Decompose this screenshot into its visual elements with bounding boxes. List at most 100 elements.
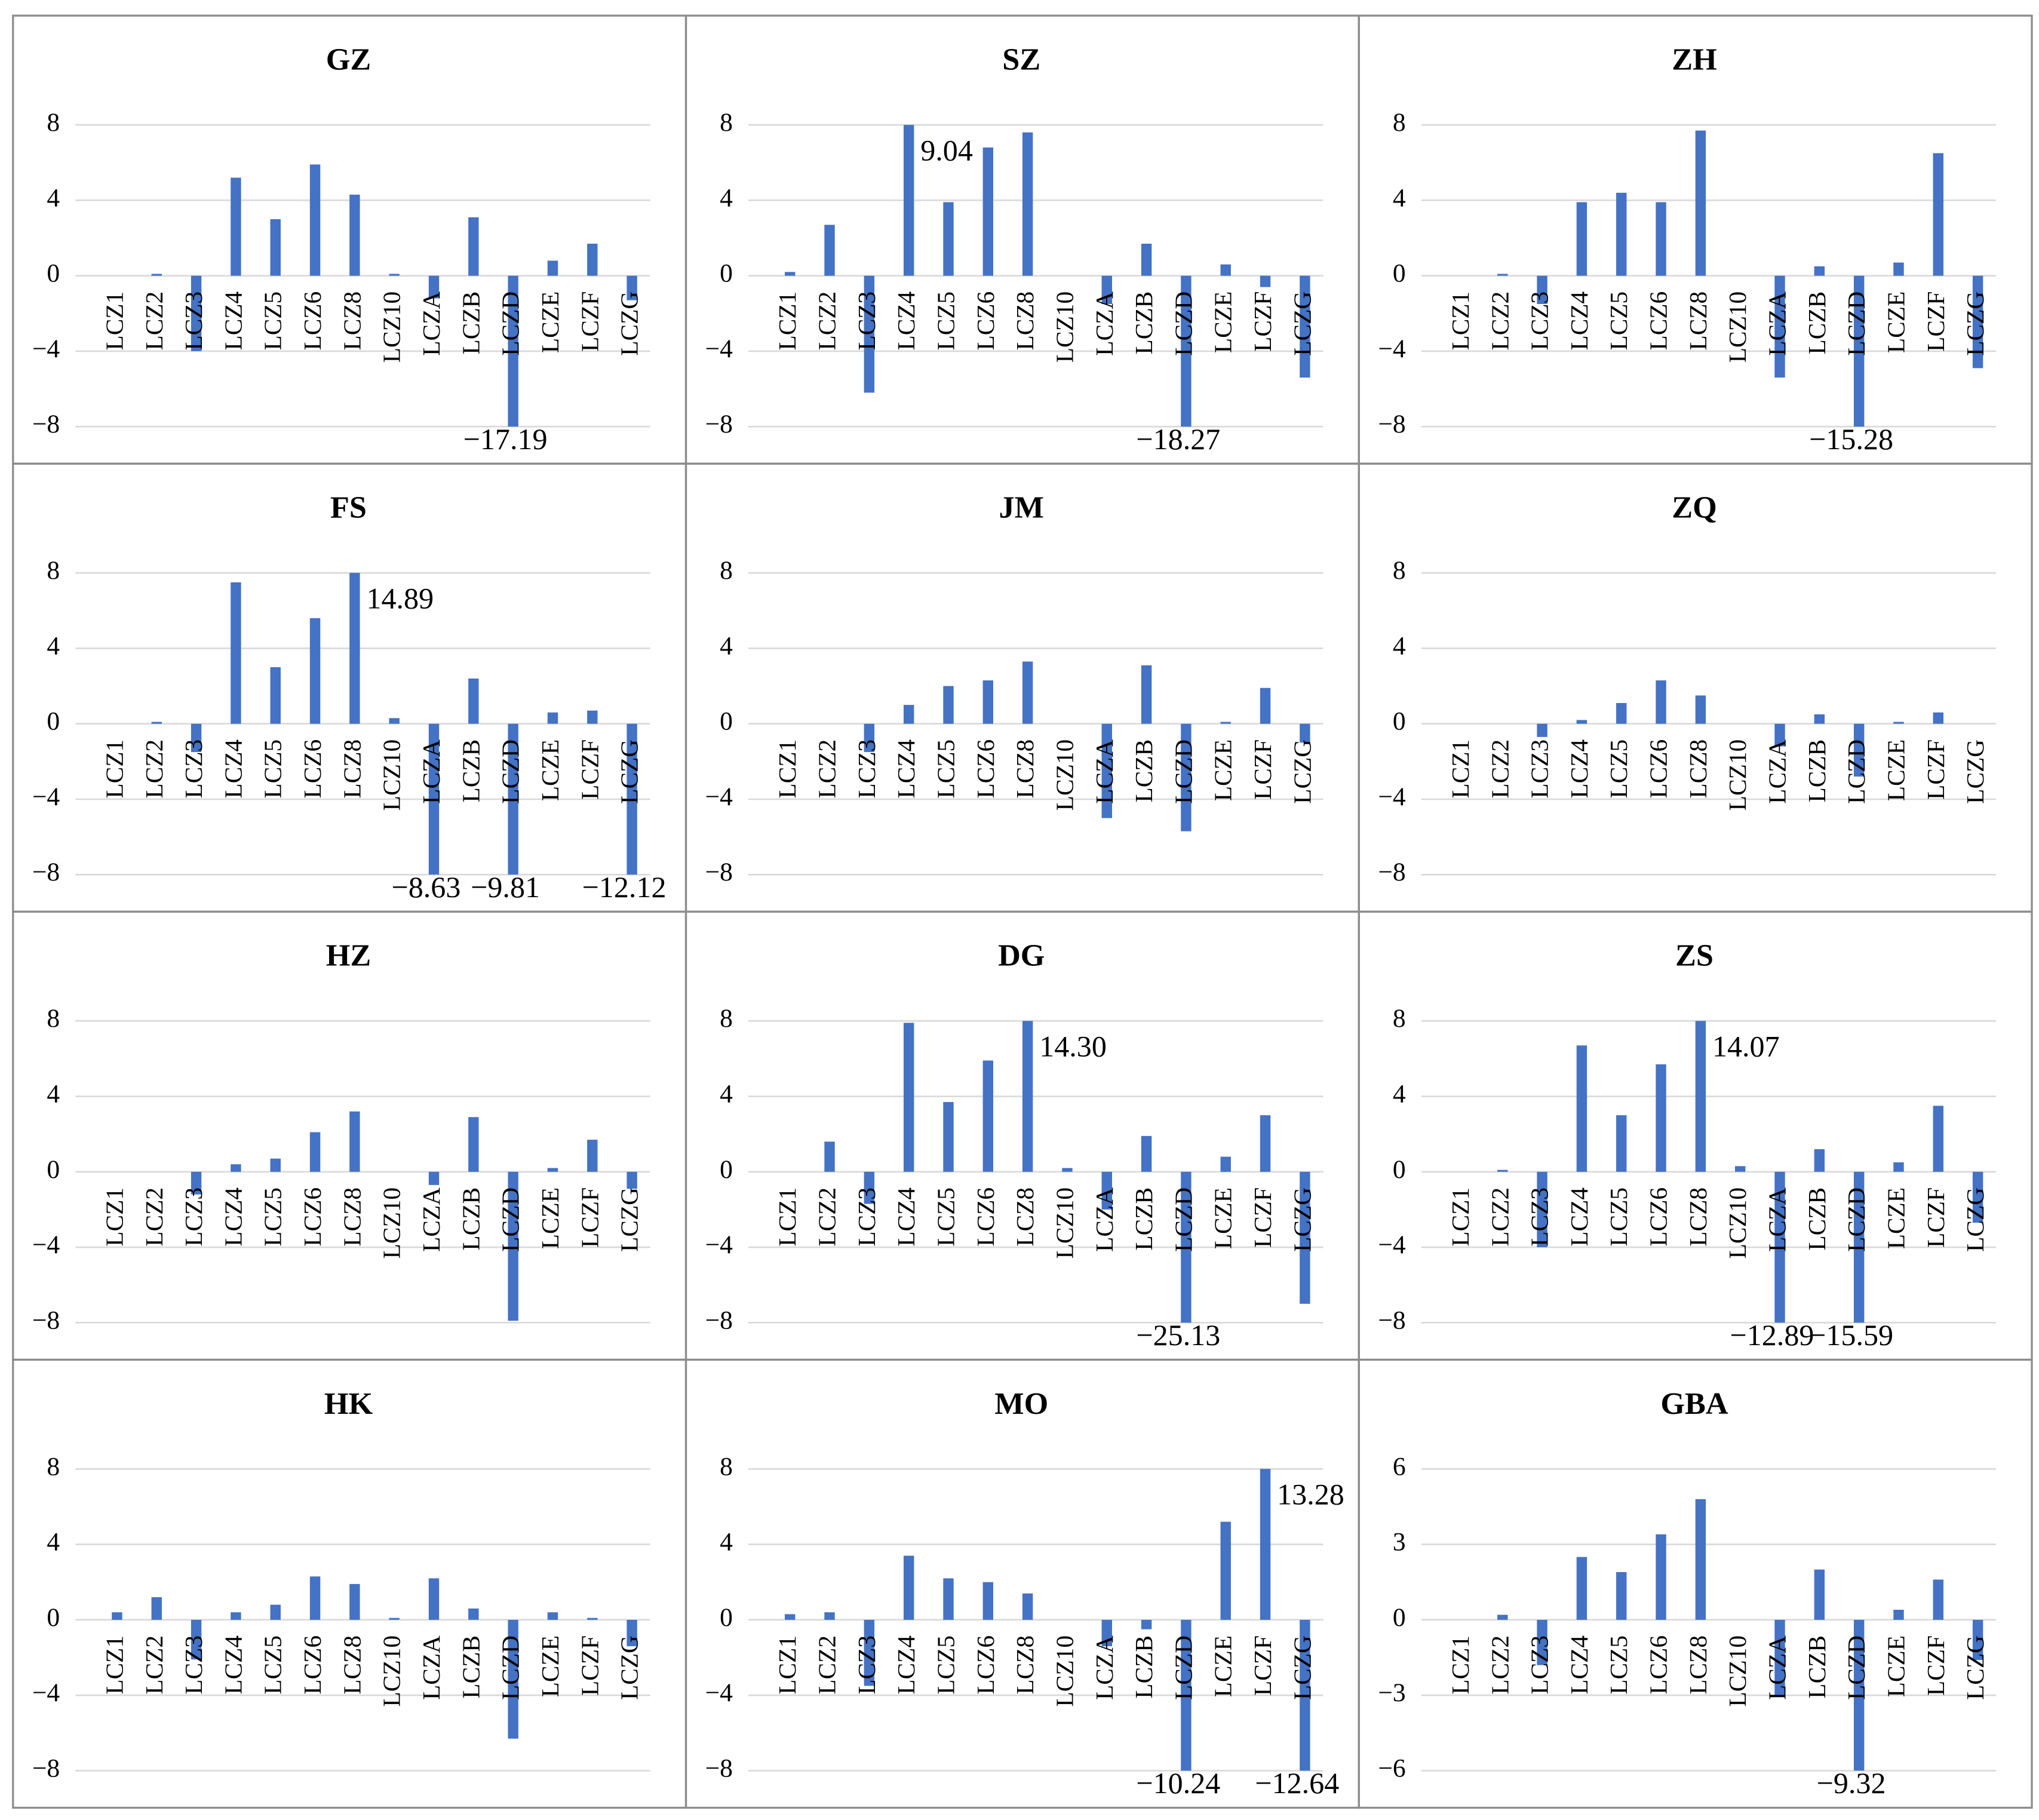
y-tick-label: −3 (1378, 1678, 1405, 1707)
y-tick-label: 0 (47, 1603, 60, 1632)
y-tick-label: 4 (720, 183, 733, 212)
bar (587, 710, 598, 724)
panel-border (1358, 1358, 2033, 1809)
value-label: 14.89 (366, 582, 434, 615)
x-tick-label: LCZ5 (259, 1187, 287, 1247)
x-tick-label: LCZ1 (773, 291, 801, 351)
x-tick-label: LCZ5 (259, 739, 287, 799)
bar (943, 1578, 954, 1620)
bar (1220, 1521, 1231, 1620)
x-tick-label: LCZ6 (972, 1187, 999, 1247)
x-tick-label: LCZ2 (813, 1187, 841, 1247)
bar (1616, 1572, 1627, 1620)
x-tick-label: LCZ3 (180, 1635, 207, 1695)
x-tick-label: LCZ3 (1526, 739, 1553, 799)
x-tick-label: LCZ1 (100, 291, 128, 351)
bar (1814, 1149, 1825, 1172)
y-tick-label: −8 (705, 1754, 733, 1782)
x-tick-label: LCZF (1249, 1187, 1276, 1248)
x-tick-label: LCZ1 (773, 739, 801, 799)
y-tick-label: 4 (1393, 631, 1406, 660)
y-tick-label: −8 (32, 410, 60, 438)
x-tick-label: LCZA (1764, 739, 1791, 804)
y-tick-label: −8 (1378, 410, 1405, 438)
y-tick-label: −4 (705, 334, 733, 363)
y-tick-label: −6 (1378, 1754, 1405, 1782)
x-tick-label: LCZ4 (892, 291, 920, 350)
x-tick-label: LCZ4 (1565, 739, 1593, 799)
bar (1181, 1171, 1192, 1323)
value-label: −12.12 (582, 870, 667, 904)
x-tick-label: LCZF (1922, 1187, 1949, 1248)
y-tick-label: 4 (47, 1079, 60, 1108)
bar (943, 1101, 954, 1172)
bar (309, 1132, 321, 1172)
x-tick-label: LCZB (457, 739, 484, 803)
bar (943, 686, 954, 724)
y-tick-label: 4 (1393, 183, 1406, 212)
bar (1616, 192, 1627, 276)
bar (1220, 1156, 1231, 1172)
plot-area (824, 1021, 1310, 1323)
x-tick-label: LCZD (497, 1635, 524, 1700)
x-tick-label: LCZF (576, 739, 603, 800)
x-tick-label: LCZ8 (338, 1187, 366, 1247)
bar (1181, 275, 1192, 427)
bar (151, 1597, 162, 1620)
plot-area (1497, 1499, 1983, 1771)
value-label: −18.27 (1136, 422, 1220, 456)
plot-area (151, 573, 637, 875)
y-tick-label: 0 (720, 1155, 733, 1184)
x-tick-label: LCZ2 (1486, 291, 1513, 351)
bar (508, 1171, 518, 1321)
chart-title: ZH (1672, 42, 1717, 77)
x-tick-label: LCZ1 (100, 1187, 128, 1247)
x-tick-label: LCZ1 (773, 1635, 801, 1695)
x-tick-label: LCZF (1249, 739, 1276, 800)
bar (428, 723, 440, 875)
x-tick-label: LCZ1 (1447, 739, 1474, 799)
y-tick-label: 4 (720, 1079, 733, 1108)
value-label: −17.19 (463, 422, 548, 456)
bar (587, 1618, 598, 1620)
y-tick-label: 0 (1393, 259, 1406, 288)
x-tick-label: LCZG (616, 291, 643, 356)
bar (468, 678, 479, 724)
chart-title: GZ (326, 42, 371, 77)
x-tick-label: LCZ1 (1447, 291, 1474, 351)
bar (1695, 695, 1706, 724)
bar (1300, 275, 1310, 378)
bar (1853, 1619, 1865, 1771)
x-tick-label: LCZG (1961, 739, 1989, 804)
bar (627, 275, 637, 300)
x-tick-label: LCZ6 (299, 1187, 326, 1247)
x-tick-label: LCZE (1882, 739, 1909, 801)
x-tick-label: LCZE (1209, 291, 1237, 353)
y-tick-label: 0 (720, 707, 733, 736)
x-tick-label: LCZF (1249, 1635, 1276, 1696)
value-label: 14.30 (1039, 1030, 1107, 1063)
x-tick-label: LCZ1 (100, 1635, 128, 1695)
x-tick-label: LCZ1 (1447, 1635, 1474, 1695)
value-label: −12.64 (1255, 1766, 1339, 1800)
x-tick-label: LCZ10 (1051, 1635, 1078, 1707)
x-tick-label: LCZ4 (1565, 1187, 1593, 1247)
x-tick-label: LCZ2 (813, 1635, 841, 1695)
bar (1972, 275, 1983, 369)
x-tick-label: LCZ5 (932, 1635, 959, 1695)
bar (231, 1164, 241, 1172)
chart-title: HZ (326, 938, 371, 973)
x-tick-label: LCZ8 (1011, 1635, 1039, 1695)
x-tick-label: LCZ5 (259, 1635, 287, 1695)
bar (468, 217, 479, 276)
bar (508, 1619, 518, 1739)
x-tick-label: LCZA (1091, 739, 1118, 804)
bar (547, 1612, 558, 1620)
y-tick-label: −8 (32, 1306, 60, 1334)
bar (309, 1576, 321, 1620)
plot-area (784, 1469, 1310, 1771)
bar (1537, 1171, 1547, 1248)
bar (1893, 1162, 1904, 1172)
bar (191, 1619, 202, 1660)
x-tick-label: LCZ3 (180, 739, 207, 799)
